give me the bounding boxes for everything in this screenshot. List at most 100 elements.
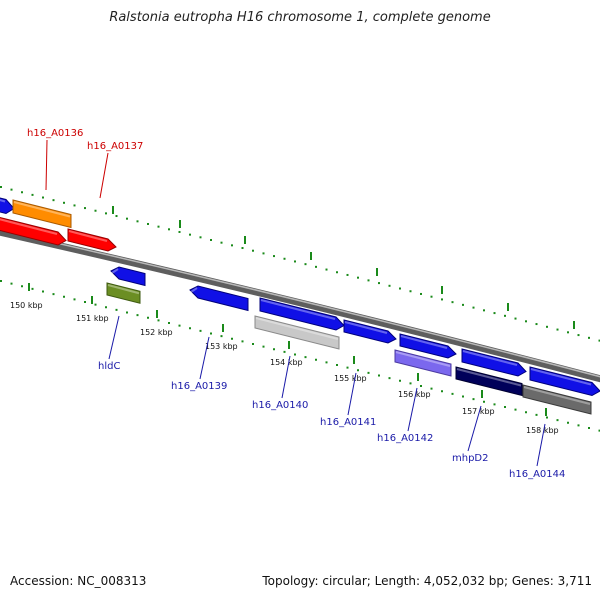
feature-blue-mhpD2[interactable]: [461, 348, 527, 377]
outer-dot: [504, 314, 506, 317]
feature-red-1[interactable]: [0, 216, 67, 246]
backbone-band: [0, 228, 600, 383]
outer-dot: [210, 238, 212, 241]
inner-dot: [409, 382, 412, 385]
feature-gray-light-highlight: [255, 317, 339, 340]
inner-dot: [472, 398, 475, 401]
feature-blue-A0144-shape[interactable]: [529, 366, 600, 397]
feature-olive[interactable]: [106, 282, 141, 304]
outer-dot: [115, 215, 118, 218]
inner-dot: [451, 392, 454, 395]
outer-dot: [357, 276, 359, 279]
gene-label[interactable]: h16_A0137: [87, 141, 143, 152]
outer-dot: [525, 320, 527, 323]
feature-gray-dark[interactable]: [522, 384, 592, 415]
gene-label[interactable]: h16_A0144: [509, 469, 565, 480]
outer-dot: [52, 199, 55, 202]
inner-dot: [115, 308, 118, 311]
outer-dot: [336, 271, 338, 274]
feature-navy[interactable]: [455, 366, 523, 397]
feature-blue-A0139-shape[interactable]: [189, 285, 249, 312]
feature-blue-A0142[interactable]: [399, 333, 457, 359]
outer-dot: [31, 193, 34, 196]
outer-dot: [577, 334, 580, 337]
feature-blue-A0141-highlight: [344, 321, 388, 334]
feature-blue-A0144[interactable]: [529, 366, 600, 397]
feature-red-2-shape[interactable]: [67, 228, 117, 252]
inner-dot: [378, 374, 380, 377]
gene-label[interactable]: h16_A0136: [27, 128, 83, 139]
feature-blue-hldC[interactable]: [110, 266, 146, 287]
inner-dot: [157, 319, 160, 322]
feature-blue-upper-shape[interactable]: [0, 196, 15, 215]
inner-dot: [315, 358, 317, 361]
inner-dot: [535, 413, 538, 416]
tick-label: 150 kbp: [10, 301, 43, 310]
map-title: Ralstonia eutropha H16 chromosome 1, com…: [109, 10, 491, 25]
feature-blue-mhpD2-shape[interactable]: [461, 348, 527, 377]
inner-dot: [189, 327, 191, 330]
feature-orange[interactable]: [12, 199, 72, 229]
gene-label[interactable]: h16_A0139: [171, 381, 227, 392]
feature-red-2[interactable]: [67, 228, 117, 252]
feature-blue-A0144-highlight: [530, 368, 592, 386]
outer-dot: [0, 186, 2, 188]
gene-features: [0, 196, 600, 415]
tick-label: 151 kbp: [76, 314, 109, 323]
gene-label[interactable]: h16_A0140: [252, 400, 308, 411]
inner-tick-marks: [0, 280, 600, 432]
inner-dot: [94, 303, 97, 306]
tick-label: 157 kbp: [462, 407, 495, 416]
tick-label: 156 kbp: [398, 390, 431, 399]
feature-blue-upper[interactable]: [0, 196, 15, 215]
inner-dot: [325, 361, 328, 364]
gene-label[interactable]: h16_A0142: [377, 433, 433, 444]
tick-label: 152 kbp: [140, 328, 173, 337]
feature-blue-hldC-shape[interactable]: [110, 266, 146, 287]
inner-dot: [21, 285, 23, 288]
feature-blue-A0140[interactable]: [259, 297, 345, 331]
feature-blue-A0141-shape[interactable]: [343, 319, 397, 344]
outer-dot: [220, 241, 223, 244]
gene-label-leader: [45, 139, 48, 191]
inner-dot: [462, 395, 464, 398]
feature-orange-shape[interactable]: [12, 199, 72, 229]
backbone-highlight: [0, 229, 600, 378]
gene-label[interactable]: mhpD2: [452, 453, 489, 464]
feature-gray-light-shape[interactable]: [254, 315, 340, 350]
inner-dot: [567, 421, 569, 424]
feature-blue-A0142-shape[interactable]: [399, 333, 457, 359]
gene-label[interactable]: hldC: [98, 361, 120, 372]
feature-slate-shape[interactable]: [394, 349, 452, 377]
feature-olive-shape[interactable]: [106, 282, 141, 304]
feature-blue-A0140-shape[interactable]: [259, 297, 345, 331]
tick-label: 155 kbp: [334, 374, 367, 383]
inner-dot: [430, 387, 433, 390]
outer-dot: [472, 306, 475, 309]
outer-dot: [315, 265, 317, 268]
feature-blue-A0141[interactable]: [343, 319, 397, 344]
outer-dot: [304, 263, 307, 266]
feature-red-2-highlight: [68, 230, 108, 242]
inner-dot: [168, 322, 170, 324]
feature-blue-A0139[interactable]: [189, 285, 249, 312]
feature-slate[interactable]: [394, 349, 452, 377]
outer-dot: [294, 260, 296, 263]
feature-gray-dark-shape[interactable]: [522, 384, 592, 415]
gene-label[interactable]: h16_A0141: [320, 417, 376, 428]
feature-navy-highlight: [456, 368, 522, 387]
outer-dot: [388, 284, 391, 287]
tick-label: 154 kbp: [270, 358, 303, 367]
outer-dot: [42, 196, 44, 199]
outer-dot: [483, 309, 485, 312]
inner-dot: [220, 335, 223, 338]
inner-dot: [52, 293, 55, 296]
feature-red-1-shape[interactable]: [0, 216, 67, 246]
feature-navy-shape[interactable]: [455, 366, 523, 397]
outer-dot: [598, 339, 600, 342]
feature-gray-light[interactable]: [254, 315, 340, 350]
outer-dot: [105, 212, 107, 215]
inner-dot: [304, 356, 307, 359]
tick-label: 158 kbp: [526, 426, 559, 435]
accession-text: Accession: NC_008313: [10, 574, 147, 588]
